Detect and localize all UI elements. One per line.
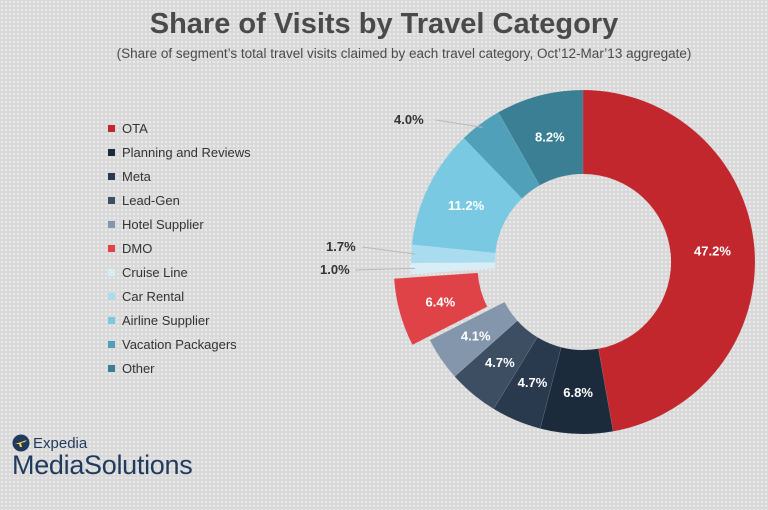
leader-line <box>354 267 416 271</box>
legend-label: Meta <box>122 168 151 184</box>
legend-label: Lead-Gen <box>122 192 180 208</box>
legend-label: Planning and Reviews <box>122 144 251 160</box>
legend-swatch <box>108 268 115 276</box>
chart-subtitle: (Share of segment’s total travel visits … <box>116 46 692 61</box>
legend-label: Car Rental <box>122 288 185 304</box>
data-label: 4.0% <box>394 112 424 127</box>
legend-swatch <box>108 364 115 372</box>
globe-plane-icon <box>12 434 30 452</box>
legend-item: Vacation Packagers <box>108 332 251 356</box>
legend-item: Lead-Gen <box>108 188 251 212</box>
donut-slice <box>393 272 488 346</box>
legend-item: Car Rental <box>108 284 251 308</box>
legend-item: Airline Supplier <box>108 308 251 332</box>
leader-line <box>435 119 483 128</box>
donut-slice <box>497 89 584 186</box>
data-label: 1.0% <box>320 262 350 277</box>
data-label: 4.7% <box>485 355 515 370</box>
legend-swatch <box>108 124 115 132</box>
legend-item: OTA <box>108 116 251 140</box>
legend-item: Planning and Reviews <box>108 140 251 164</box>
brand-line2: MediaSolutions <box>12 450 193 480</box>
donut-slice <box>429 301 518 377</box>
legend-item: Other <box>108 356 251 380</box>
data-label: 8.2% <box>535 129 565 144</box>
leader-line <box>361 246 416 255</box>
legend-swatch <box>108 340 115 348</box>
chart-title: Share of Visits by Travel Category <box>149 8 619 40</box>
donut-slice <box>463 111 540 199</box>
brand-line1: Expedia <box>33 434 88 452</box>
legend-item: DMO <box>108 236 251 260</box>
legend-swatch <box>108 148 115 156</box>
legend-item: Meta <box>108 164 251 188</box>
data-label: 4.7% <box>518 375 548 390</box>
expedia-media-solutions-logo: Expedia MediaSolutions <box>12 434 193 481</box>
legend-swatch <box>108 172 115 180</box>
legend-label: DMO <box>122 240 153 256</box>
legend-swatch <box>108 316 115 324</box>
data-label: 6.8% <box>563 385 593 400</box>
data-label: 4.1% <box>461 328 491 343</box>
data-label: 11.2% <box>448 198 485 213</box>
legend-label: Other <box>122 360 155 376</box>
donut-slice <box>411 137 523 254</box>
donut-slice <box>410 262 496 275</box>
chart-legend: OTA Planning and Reviews Meta Lead-Gen Hotel… <box>108 116 251 380</box>
legend-swatch <box>108 244 115 252</box>
legend-swatch <box>108 292 115 300</box>
legend-label: Vacation Packagers <box>122 336 237 352</box>
data-label: 6.4% <box>426 295 456 310</box>
legend-item: Hotel Supplier <box>108 212 251 236</box>
data-label: 47.2% <box>694 244 731 259</box>
legend-label: Hotel Supplier <box>122 216 204 232</box>
legend-label: OTA <box>122 120 148 136</box>
data-label: 1.7% <box>326 239 356 254</box>
legend-label: Airline Supplier <box>122 312 210 328</box>
legend-label: Cruise Line <box>122 264 188 280</box>
donut-slice <box>582 89 756 432</box>
legend-item: Cruise Line <box>108 260 251 284</box>
legend-swatch <box>108 220 115 228</box>
legend-swatch <box>108 196 115 204</box>
